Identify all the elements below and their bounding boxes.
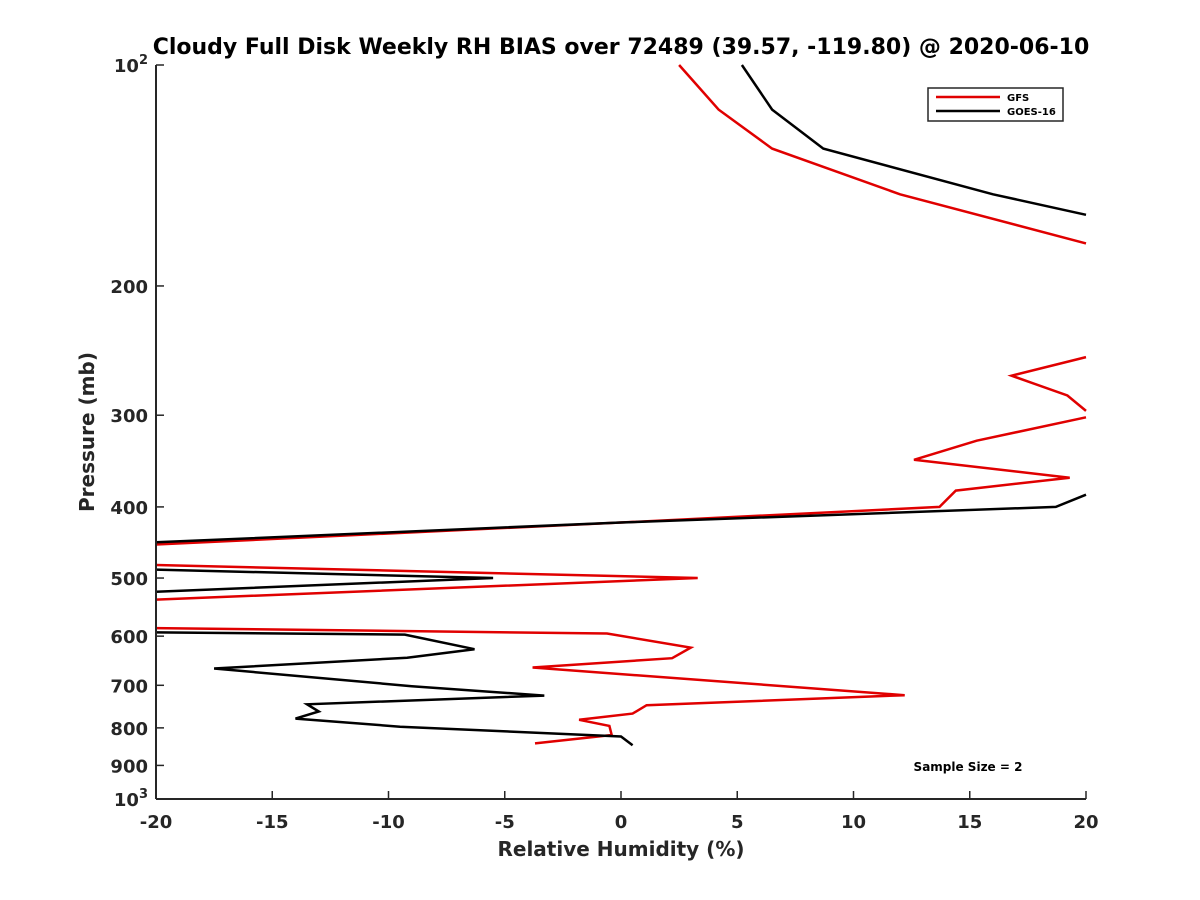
x-tick-label: -5 — [495, 812, 515, 833]
y-tick-label: 300 — [110, 406, 148, 427]
y-tick-label: 700 — [110, 676, 148, 697]
series-line-gfs — [155, 64, 1087, 745]
x-axis-label: Relative Humidity (%) — [497, 837, 744, 861]
x-tick-label: 5 — [731, 812, 744, 833]
series-layer — [155, 64, 1087, 747]
x-ticks: -20 -15 -10 -5 0 5 10 15 20 — [140, 791, 1099, 833]
x-tick-label: -15 — [256, 812, 289, 833]
legend: GFS GOES-16 — [927, 87, 1064, 122]
y-tick-label: 103 — [114, 787, 148, 811]
x-tick-label: 10 — [841, 812, 866, 833]
y-tick-label: 800 — [110, 719, 148, 740]
x-tick-label: 20 — [1073, 812, 1098, 833]
x-tick-label: 0 — [615, 812, 628, 833]
y-axis-label: Pressure (mb) — [75, 352, 99, 512]
series-line-goes16 — [155, 64, 1087, 747]
x-tick-label: -20 — [140, 812, 173, 833]
sample-size-annotation: Sample Size = 2 — [914, 760, 1023, 774]
y-tick-label: 500 — [110, 569, 148, 590]
legend-box — [927, 87, 1064, 122]
y-tick-label: 600 — [110, 627, 148, 648]
legend-label-goes16: GOES-16 — [1007, 107, 1056, 118]
y-tick-label: 200 — [110, 277, 148, 298]
legend-label-gfs: GFS — [1007, 93, 1029, 104]
plot-area: -20 -15 -10 -5 0 5 10 15 20 102 200 300 400 500 600 70… — [110, 53, 1098, 833]
x-tick-label: -10 — [372, 812, 405, 833]
x-tick-label: 15 — [957, 812, 982, 833]
y-tick-label: 400 — [110, 498, 148, 519]
chart-title: Cloudy Full Disk Weekly RH BIAS over 724… — [153, 35, 1090, 60]
y-tick-label: 102 — [114, 53, 148, 77]
y-ticks: 102 200 300 400 500 600 700 800 900 103 — [110, 53, 164, 811]
y-tick-label: 900 — [110, 756, 148, 777]
